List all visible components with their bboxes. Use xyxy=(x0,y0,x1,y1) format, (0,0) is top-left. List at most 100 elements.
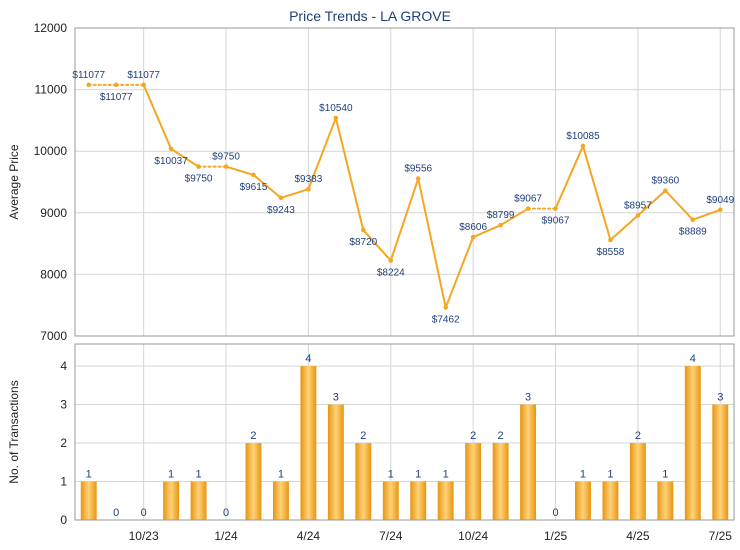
price-line-segment xyxy=(307,116,337,191)
transaction-count-label: 1 xyxy=(415,469,421,481)
price-line-segment xyxy=(362,229,392,262)
price-y-axis-label: Average Price xyxy=(7,144,21,219)
price-point xyxy=(223,164,229,169)
price-y-tick-label: 9000 xyxy=(40,206,67,220)
price-data-label: $9750 xyxy=(185,174,213,185)
price-line-segment xyxy=(472,224,502,239)
price-data-label: $11077 xyxy=(100,92,133,103)
price-line-segment xyxy=(554,144,584,210)
transaction-bar xyxy=(300,366,317,520)
transaction-count-label: 2 xyxy=(635,430,641,442)
transaction-count-label: 4 xyxy=(690,353,696,365)
price-y-tick-label: 10000 xyxy=(34,144,68,158)
price-point xyxy=(113,82,119,88)
price-point xyxy=(470,234,476,240)
transactions-panel: 0 1 2 3 4 10/23 1/24 4/24 7/24 10/24 1/25 4/25 7/25 1… xyxy=(7,343,735,543)
transactions-plot-area xyxy=(74,343,735,521)
price-point xyxy=(306,186,311,192)
price-line-segment xyxy=(225,165,255,176)
transaction-count-label: 4 xyxy=(305,353,311,365)
price-data-label: $8799 xyxy=(487,210,515,221)
price-line-segment xyxy=(691,208,722,221)
transaction-count-label: 1 xyxy=(86,469,92,481)
price-data-label: $9556 xyxy=(404,164,432,175)
price-data-label: $9615 xyxy=(240,182,268,193)
price-data-label: $7462 xyxy=(432,315,460,326)
price-line-segment xyxy=(334,116,365,232)
price-point xyxy=(717,207,723,213)
price-line-segment xyxy=(499,207,530,227)
price-point xyxy=(635,213,641,218)
transaction-bar xyxy=(355,443,372,520)
price-y-tick-label: 12000 xyxy=(34,21,68,35)
x-tick-label: 7/25 xyxy=(709,529,733,543)
price-data-label: $9360 xyxy=(651,176,679,187)
price-data-label: $9383 xyxy=(294,174,322,185)
price-y-tick-label: 7000 xyxy=(40,329,67,343)
transaction-bar xyxy=(602,481,619,520)
transaction-bar xyxy=(437,481,454,520)
transaction-count-label: 3 xyxy=(525,392,531,404)
transaction-count-label: 1 xyxy=(196,469,202,481)
price-data-label: $9067 xyxy=(514,194,542,205)
transaction-count-label: 0 xyxy=(552,507,558,519)
price-data-label: $10540 xyxy=(319,103,353,114)
transaction-count-label: 2 xyxy=(250,430,256,442)
price-line-segment xyxy=(417,177,447,309)
price-data-label: $9067 xyxy=(542,216,570,227)
price-line-segment xyxy=(279,188,310,199)
transaction-bar xyxy=(575,481,591,520)
price-y-tick-label: 8000 xyxy=(40,267,67,281)
price-point xyxy=(580,143,586,149)
transaction-bar xyxy=(410,481,427,520)
chart-title: Price Trends - LA GROVE xyxy=(289,8,451,24)
price-point xyxy=(608,237,613,243)
transaction-bar xyxy=(629,443,646,520)
transaction-bar xyxy=(465,443,482,520)
price-data-label: $10085 xyxy=(566,131,600,142)
price-data-label: $10037 xyxy=(154,156,188,167)
price-line-segment xyxy=(609,214,639,242)
price-point xyxy=(278,195,284,201)
price-point xyxy=(690,217,696,222)
price-y-tick-label: 11000 xyxy=(35,83,68,97)
transaction-bar xyxy=(80,481,97,520)
price-line-segment xyxy=(389,177,420,262)
price-point xyxy=(553,206,558,211)
price-plot-area xyxy=(74,27,735,337)
transaction-bar xyxy=(245,443,262,520)
price-line-segment xyxy=(252,173,282,199)
price-data-label: $11077 xyxy=(72,70,105,81)
transaction-count-label: 0 xyxy=(113,507,119,519)
transaction-count-label: 1 xyxy=(278,469,284,481)
price-data-label: $8889 xyxy=(679,227,707,238)
price-point xyxy=(663,188,668,193)
transaction-bar xyxy=(712,404,729,520)
price-data-label: $9750 xyxy=(212,152,240,163)
x-tick-label: 10/23 xyxy=(129,529,159,543)
price-data-label: $8720 xyxy=(349,237,377,248)
transaction-count-label: 3 xyxy=(717,392,723,404)
transaction-count-label: 2 xyxy=(498,430,504,442)
price-point xyxy=(168,146,174,152)
price-point xyxy=(498,222,503,228)
transaction-count-label: 1 xyxy=(443,469,449,481)
price-panel: 7000 8000 9000 10000 11000 12000 Average Price… xyxy=(7,21,735,343)
transaction-count-label: 1 xyxy=(168,469,174,481)
price-point xyxy=(196,164,201,169)
price-point xyxy=(86,82,92,88)
transaction-bar xyxy=(684,366,701,520)
price-data-label: $11077 xyxy=(127,70,160,81)
x-tick-label: 4/25 xyxy=(626,529,650,543)
price-point xyxy=(388,258,394,263)
price-data-label: $9243 xyxy=(267,205,295,216)
transaction-bar xyxy=(190,481,207,520)
transaction-count-label: 2 xyxy=(360,430,366,442)
transaction-bar xyxy=(492,443,509,520)
price-line-segment xyxy=(142,83,173,150)
transaction-bar xyxy=(327,404,344,520)
price-point xyxy=(443,305,448,310)
price-data-label: $8957 xyxy=(624,200,652,211)
transaction-bar xyxy=(520,404,537,520)
